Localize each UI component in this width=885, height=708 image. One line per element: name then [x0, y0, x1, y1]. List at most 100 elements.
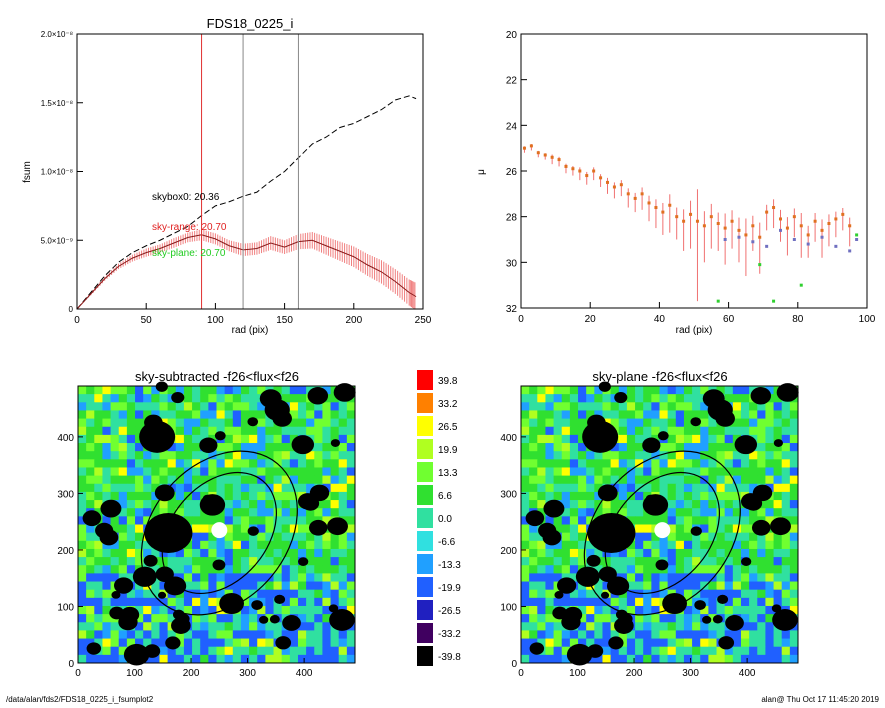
map-pixel: [586, 402, 595, 411]
map-pixel: [700, 532, 709, 542]
map-pixel: [78, 467, 87, 477]
map-pixel: [618, 548, 628, 558]
masked-source: [86, 642, 102, 655]
map-pixel: [232, 654, 242, 664]
masked-source: [552, 606, 568, 620]
map-pixel: [578, 589, 587, 599]
map-pixel: [789, 524, 799, 534]
map-pixel: [118, 516, 128, 525]
map-pixel: [781, 597, 791, 607]
map-pixel: [569, 540, 579, 550]
map-pixel: [143, 475, 152, 485]
map-pixel: [330, 630, 340, 640]
map-pixel: [553, 434, 563, 444]
map-pixel: [578, 491, 587, 501]
map-pixel: [94, 540, 103, 550]
map-pixel: [330, 589, 340, 599]
map-pixel: [675, 638, 685, 648]
masked-source: [772, 609, 798, 631]
map-pixel: [521, 443, 530, 452]
map-pixel: [675, 540, 685, 550]
map-pixel: [306, 410, 315, 420]
map-pixel: [232, 638, 242, 648]
map-pixel: [265, 565, 275, 574]
map-pixel: [297, 418, 307, 428]
map-pixel: [708, 557, 718, 566]
map-pixel: [126, 500, 136, 509]
masked-source: [123, 643, 150, 666]
map-pixel: [789, 434, 799, 444]
map-pixel: [618, 565, 628, 574]
map-pixel: [192, 386, 201, 395]
map-pixel: [265, 475, 275, 485]
map-pixel: [529, 557, 538, 566]
map-pixel: [175, 467, 185, 477]
map-pixel: [781, 475, 791, 485]
map-pixel: [281, 467, 291, 477]
map-pixel: [102, 614, 112, 623]
map-pixel: [643, 402, 652, 411]
map-pixel: [692, 573, 701, 583]
map-pixel: [314, 548, 323, 558]
map-pixel: [322, 654, 332, 664]
colorbar-swatch: [417, 646, 433, 666]
map-pixel: [618, 402, 628, 411]
map-pixel: [667, 467, 677, 477]
map-pixel: [610, 500, 620, 509]
map-pixel: [594, 394, 603, 403]
map-pixel: [208, 557, 217, 566]
map-pixel: [94, 581, 103, 591]
map-pixel: [602, 654, 612, 664]
map-pixel: [626, 573, 636, 583]
map-pixel: [224, 557, 234, 566]
map-pixel: [183, 597, 193, 607]
map-pixel: [118, 646, 128, 656]
map-pixel: [126, 573, 136, 583]
masked-source: [214, 431, 226, 441]
map-pixel: [102, 418, 112, 428]
map-pixel: [740, 532, 750, 542]
map-pixel: [118, 654, 128, 664]
map-pixel: [118, 426, 128, 436]
map-pixel: [586, 508, 595, 517]
map-pixel: [306, 654, 315, 664]
map-pixel: [240, 589, 250, 599]
map-pixel: [94, 622, 103, 631]
map-pixel: [594, 597, 603, 607]
map-pixel: [175, 548, 185, 558]
map-pixel: [683, 654, 693, 664]
map-pixel: [781, 573, 791, 583]
map-pixel: [183, 394, 193, 403]
map-pixel: [610, 467, 620, 477]
map-pixel: [635, 557, 644, 566]
map-pixel: [578, 548, 587, 558]
map-pixel: [545, 451, 555, 460]
map-pixel: [740, 451, 750, 460]
y-tick-label: 400: [57, 433, 74, 444]
map-pixel: [289, 540, 299, 550]
map-pixel: [118, 467, 128, 477]
map-pixel: [208, 451, 217, 460]
y-tick-label: 300: [500, 489, 517, 500]
map-pixel: [716, 605, 726, 615]
map-pixel: [240, 467, 250, 477]
map-pixel: [569, 418, 579, 428]
map-pixel: [216, 638, 226, 648]
map-pixel: [330, 394, 340, 403]
map-pixel: [635, 500, 644, 509]
map-pixel: [224, 418, 234, 428]
map-pixel: [346, 565, 356, 574]
map-pixel: [765, 540, 775, 550]
map-pixel: [314, 467, 323, 477]
map-pixel: [94, 557, 103, 566]
map-pixel: [789, 475, 799, 485]
map-pixel: [297, 573, 307, 583]
map-pixel: [724, 524, 734, 534]
x-tick-label: 400: [739, 668, 756, 679]
map-pixel: [521, 605, 530, 615]
map-pixel: [561, 638, 571, 648]
map-pixel: [135, 491, 144, 501]
map-pixel: [249, 605, 258, 615]
map-pixel: [569, 516, 579, 525]
map-pixel: [249, 459, 258, 468]
